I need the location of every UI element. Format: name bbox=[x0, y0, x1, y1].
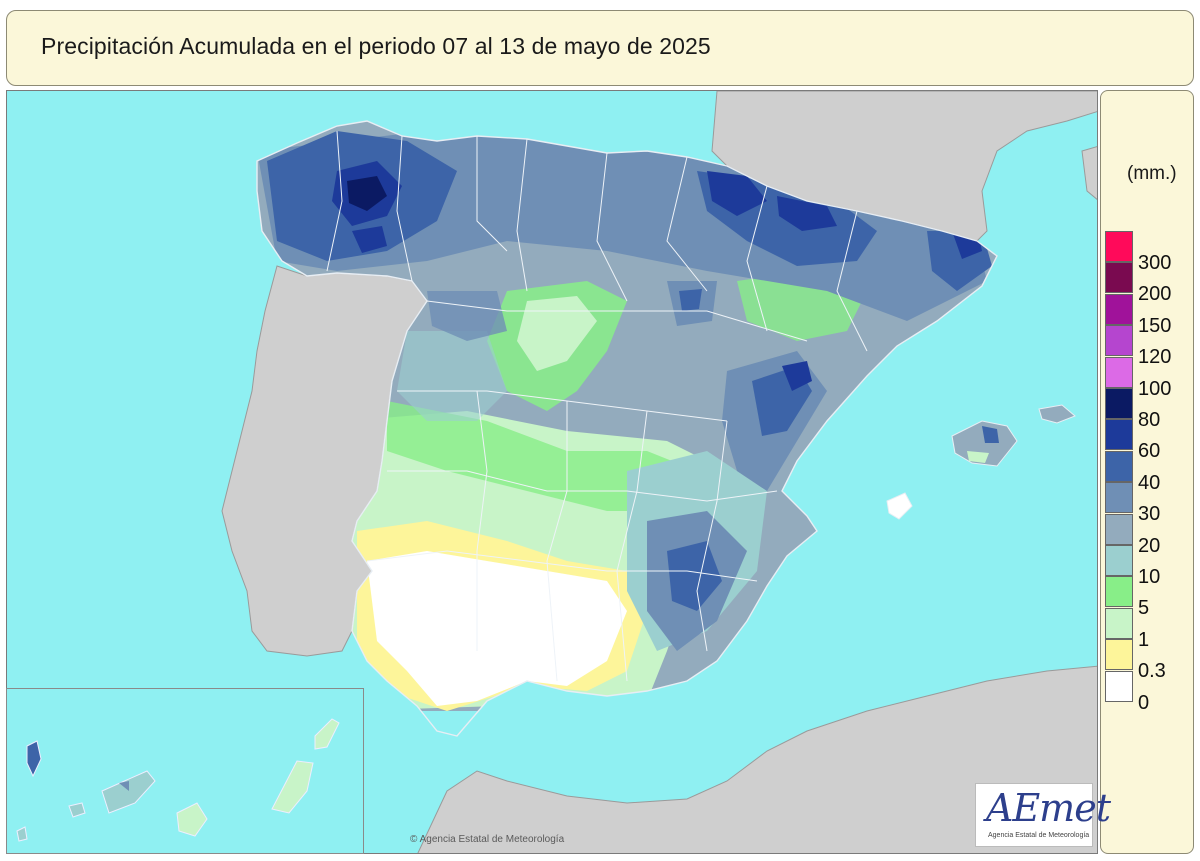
legend-label-5: 5 bbox=[1138, 597, 1150, 620]
legend-unit: (mm.) bbox=[1127, 163, 1177, 184]
legend-swatch-80 bbox=[1105, 388, 1133, 419]
legend-label-120: 120 bbox=[1138, 346, 1172, 369]
map-frame bbox=[6, 90, 1098, 854]
legend-swatch-40 bbox=[1105, 450, 1133, 482]
legend-label-100: 100 bbox=[1138, 377, 1172, 400]
menorca bbox=[1038, 404, 1076, 424]
map-title: Precipitación Acumulada en el periodo 07… bbox=[41, 33, 711, 59]
legend-label-80: 80 bbox=[1138, 409, 1161, 431]
precipitation-map bbox=[16, 91, 1097, 853]
legend-label-20: 20 bbox=[1138, 534, 1161, 557]
logo-subtitle: Agencia Estatal de Meteorología bbox=[988, 832, 1090, 839]
spain-outline bbox=[256, 120, 998, 737]
corsica-land bbox=[1081, 146, 1097, 200]
legend-swatch-0.3 bbox=[1105, 639, 1133, 671]
copyright-text: © Agencia Estatal de Meteorología bbox=[410, 834, 565, 845]
canary-inset-frame bbox=[6, 688, 364, 854]
legend-label-1: 1 bbox=[1138, 628, 1150, 651]
title-panel: Precipitación Acumulada en el periodo 07… bbox=[6, 10, 1194, 86]
ibiza bbox=[886, 492, 913, 520]
province-boundaries bbox=[326, 130, 868, 682]
legend-swatch-120 bbox=[1105, 325, 1133, 357]
aemet-logo: AEmet Agencia Estatal de Meteorología bbox=[975, 783, 1111, 847]
legend-swatch-5 bbox=[1105, 576, 1133, 608]
africa-land bbox=[417, 665, 1097, 853]
legend-label-10: 10 bbox=[1138, 566, 1161, 588]
legend-label-30: 30 bbox=[1138, 503, 1161, 526]
legend-label-200: 200 bbox=[1138, 283, 1172, 306]
legend-swatch-10 bbox=[1105, 545, 1133, 576]
legend-label-150: 150 bbox=[1138, 314, 1172, 337]
legend-swatch-30 bbox=[1105, 482, 1133, 514]
legend-swatch-1 bbox=[1105, 607, 1133, 639]
legend-label-40: 40 bbox=[1138, 471, 1161, 494]
legend-swatch-200 bbox=[1105, 262, 1133, 294]
legend-label-300: 300 bbox=[1138, 252, 1172, 274]
logo-text: AEmet bbox=[986, 786, 1111, 830]
legend-swatch-150 bbox=[1105, 293, 1133, 325]
canary-inset bbox=[16, 718, 340, 842]
legend-swatch-100 bbox=[1105, 356, 1133, 388]
legend-swatch-60 bbox=[1105, 419, 1133, 451]
legend-panel: (mm.) 300 200 150 120 100 80 60 40 30 20 10 5 1 0.3 0 bbox=[1100, 90, 1194, 854]
legend-label-60: 60 bbox=[1138, 440, 1161, 463]
legend-swatch-20 bbox=[1105, 513, 1133, 545]
legend-swatch-0 bbox=[1105, 670, 1133, 702]
legend-label-0: 0 bbox=[1138, 691, 1150, 714]
legend-swatch-300 bbox=[1105, 231, 1133, 262]
legend-label-0.3: 0.3 bbox=[1138, 660, 1166, 683]
